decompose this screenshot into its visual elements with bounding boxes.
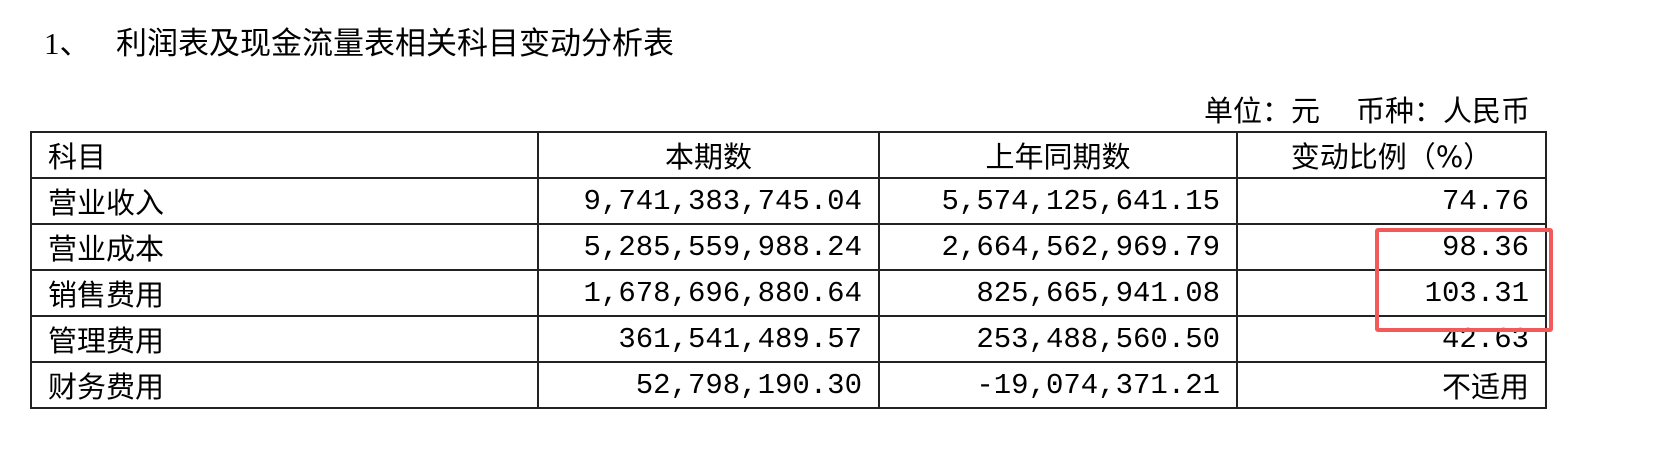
header-item: 科目 [30,131,539,179]
prior-value: 253,488,560.50 [878,315,1238,363]
section-title-text: 利润表及现金流量表相关科目变动分析表 [116,26,674,62]
unit-label: 单位：元 [1203,94,1320,128]
row-label: 管理费用 [30,315,539,363]
table-row: 财务费用 52,798,190.30 -19,074,371.21 不适用 [30,361,1547,409]
row-label: 财务费用 [30,361,539,409]
current-value: 361,541,489.57 [537,315,880,363]
unit-line: 单位：元 币种：人民币 [1204,88,1530,130]
change-value: 不适用 [1236,361,1547,409]
current-value: 1,678,696,880.64 [537,269,880,317]
section-number: 1、 [44,26,91,61]
row-label: 营业成本 [30,223,539,271]
change-value: 103.31 [1236,269,1547,317]
table-row: 销售费用 1,678,696,880.64 825,665,941.08 103… [30,269,1547,317]
row-label: 营业收入 [30,177,539,225]
current-value: 9,741,383,745.04 [537,177,880,225]
prior-value: -19,074,371.21 [878,361,1238,409]
header-current: 本期数 [537,131,880,179]
prior-value: 2,664,562,969.79 [878,223,1238,271]
table-row: 管理费用 361,541,489.57 253,488,560.50 42.63 [30,315,1547,363]
table-row: 营业收入 9,741,383,745.04 5,574,125,641.15 7… [30,177,1547,225]
section-title: 1、 利润表及现金流量表相关科目变动分析表 [44,18,674,63]
change-analysis-table: 科目 本期数 上年同期数 变动比例（%） 营业收入 9,741,383,745.… [30,131,1547,409]
current-value: 5,285,559,988.24 [537,223,880,271]
highlight-box [1375,228,1553,332]
current-value: 52,798,190.30 [537,361,880,409]
prior-value: 5,574,125,641.15 [878,177,1238,225]
currency-label: 币种：人民币 [1355,94,1530,128]
table-header-row: 科目 本期数 上年同期数 变动比例（%） [30,131,1547,179]
header-prior: 上年同期数 [878,131,1238,179]
header-change: 变动比例（%） [1236,131,1547,179]
table-row: 营业成本 5,285,559,988.24 2,664,562,969.79 9… [30,223,1547,271]
change-value: 74.76 [1236,177,1547,225]
row-label: 销售费用 [30,269,539,317]
prior-value: 825,665,941.08 [878,269,1238,317]
